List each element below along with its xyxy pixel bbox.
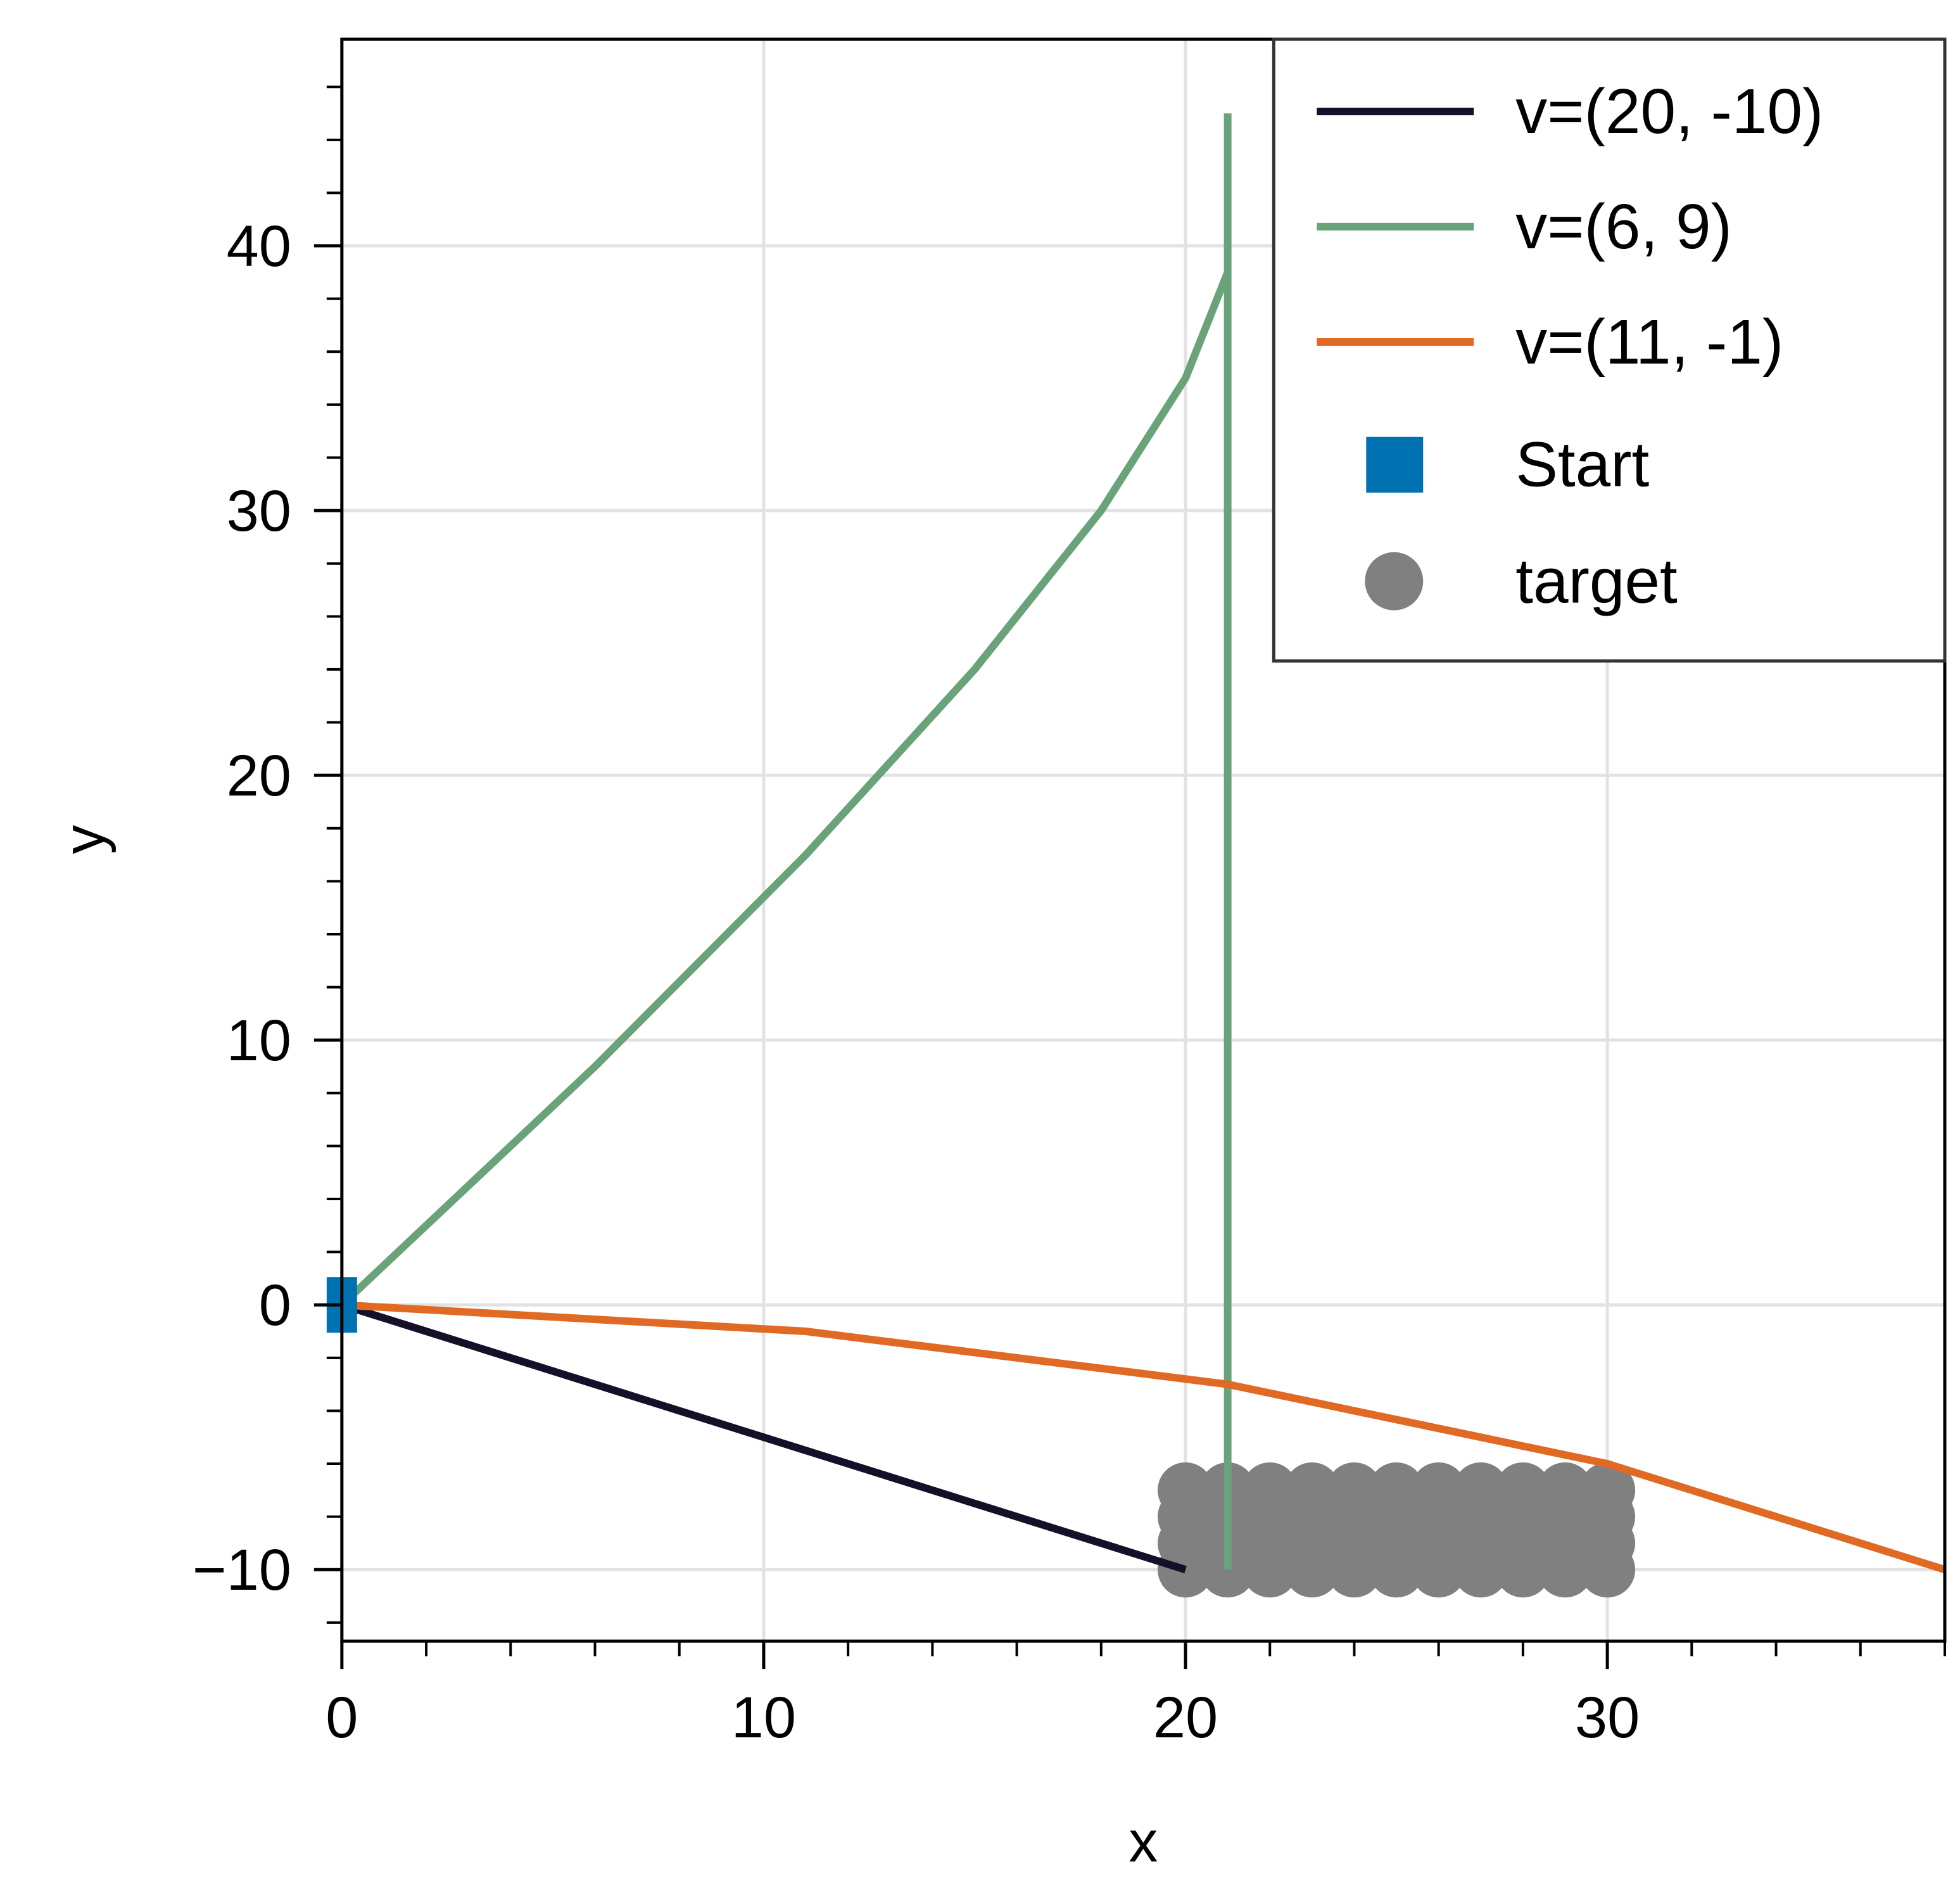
target-point: [1579, 1462, 1636, 1518]
target-point: [1369, 1462, 1425, 1518]
legend: v=(20, -10) v=(6, 9) v=(11, -1) Start target: [1272, 37, 1947, 663]
legend-label: v=(6, 9): [1515, 192, 1732, 262]
legend-label: v=(11, -1): [1515, 307, 1783, 377]
y-tick-label: 0: [259, 1273, 291, 1338]
legend-circle-swatch: [1365, 552, 1424, 611]
y-tick-label: 20: [227, 744, 291, 808]
plot-frame: [340, 37, 1947, 1643]
legend-label: v=(20, -10): [1515, 77, 1823, 147]
target-point: [1284, 1462, 1340, 1518]
target-point: [1495, 1462, 1551, 1518]
target-point: [1537, 1462, 1593, 1518]
target-point: [1410, 1462, 1467, 1518]
y-tick-label: 30: [227, 479, 291, 543]
x-tick-label: 0: [326, 1685, 358, 1750]
series-lines: [339, 113, 1946, 1573]
legend-label: Start: [1515, 430, 1649, 500]
x-tick-label: 30: [1575, 1685, 1640, 1750]
target-point: [1158, 1462, 1214, 1518]
y-tick-label: 10: [227, 1008, 291, 1073]
legend-label: target: [1515, 547, 1678, 617]
series-line-2: [341, 1301, 1946, 1573]
legend-square-swatch: [1366, 436, 1424, 493]
axis-ticks: 0 10 20 30 −10 0 10 20 30 40: [193, 86, 1946, 1750]
y-axis-label: y: [52, 825, 117, 854]
series-line-0: [341, 1301, 1187, 1573]
target-markers: [1158, 1462, 1636, 1598]
x-axis-label: x: [1129, 1810, 1158, 1874]
y-tick-label: 40: [227, 214, 291, 279]
target-point: [1326, 1462, 1382, 1518]
series-line-1: [339, 113, 1232, 1570]
x-tick-label: 10: [731, 1685, 796, 1750]
target-point: [1453, 1462, 1509, 1518]
y-tick-label: −10: [193, 1538, 291, 1602]
x-tick-label: 20: [1153, 1685, 1218, 1750]
target-point: [1242, 1462, 1298, 1518]
